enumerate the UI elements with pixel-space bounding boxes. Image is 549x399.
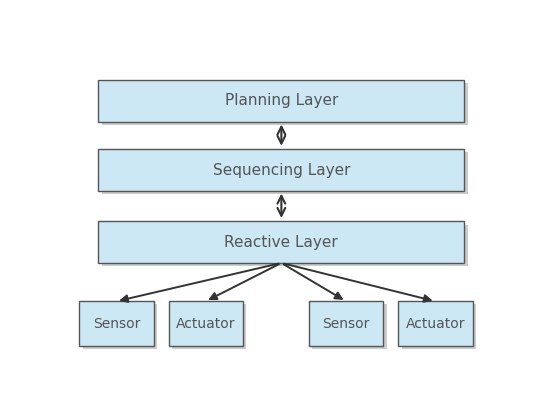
FancyBboxPatch shape	[402, 304, 476, 349]
Text: Actuator: Actuator	[406, 317, 466, 331]
FancyBboxPatch shape	[79, 301, 154, 346]
FancyBboxPatch shape	[98, 221, 464, 263]
FancyBboxPatch shape	[312, 304, 387, 349]
FancyBboxPatch shape	[83, 304, 157, 349]
FancyBboxPatch shape	[309, 301, 383, 346]
Text: Actuator: Actuator	[176, 317, 236, 331]
FancyBboxPatch shape	[98, 80, 464, 122]
FancyBboxPatch shape	[399, 301, 473, 346]
FancyBboxPatch shape	[98, 149, 464, 191]
FancyBboxPatch shape	[172, 304, 247, 349]
FancyBboxPatch shape	[102, 83, 468, 124]
FancyBboxPatch shape	[169, 301, 243, 346]
Text: Reactive Layer: Reactive Layer	[225, 235, 338, 250]
Text: Sensor: Sensor	[323, 317, 370, 331]
Text: Sensor: Sensor	[93, 317, 140, 331]
Text: Sequencing Layer: Sequencing Layer	[212, 162, 350, 178]
Text: Planning Layer: Planning Layer	[225, 93, 338, 109]
FancyBboxPatch shape	[102, 152, 468, 194]
FancyBboxPatch shape	[102, 225, 468, 266]
